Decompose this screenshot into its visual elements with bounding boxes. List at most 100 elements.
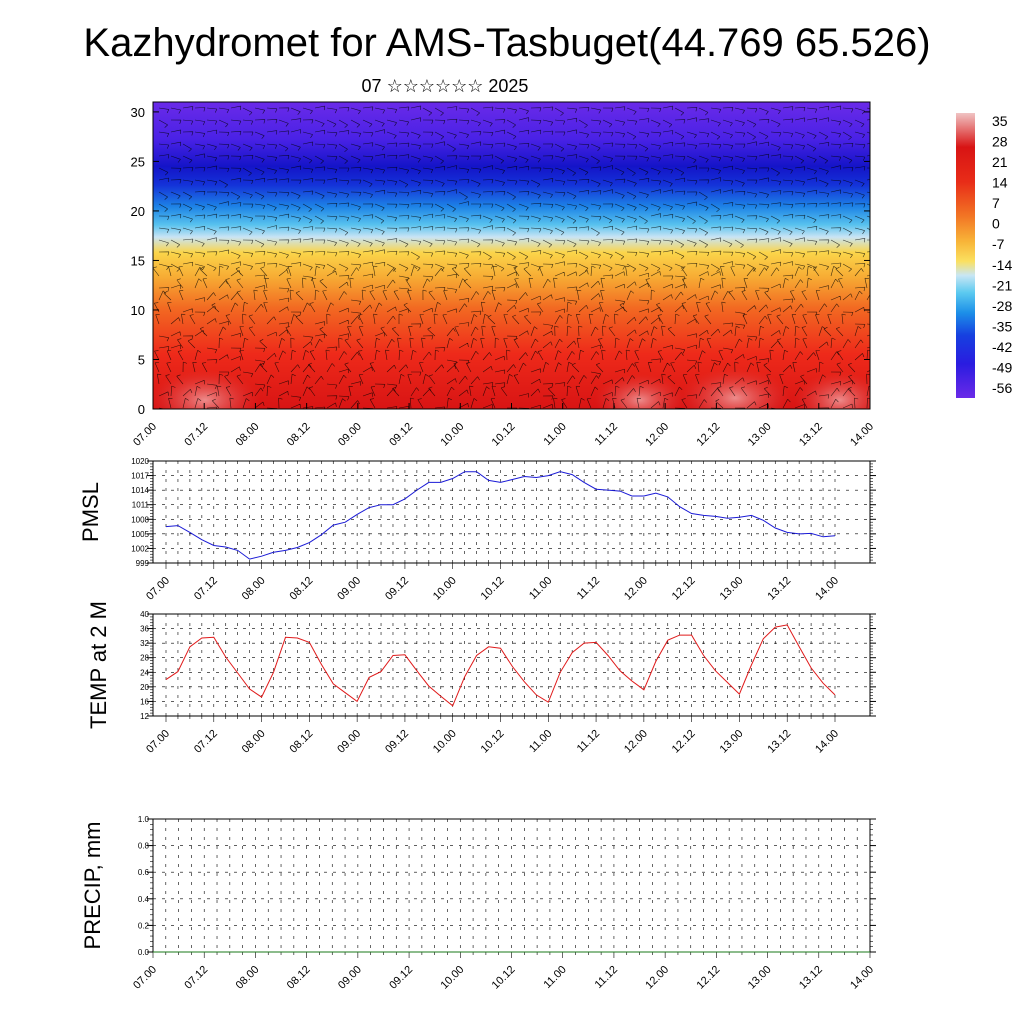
x-tick-label: 08.12 xyxy=(288,728,316,756)
heatmap-y-tick-label: 20 xyxy=(131,204,145,219)
colorbar-label: 14 xyxy=(992,175,1008,191)
heatmap-x-axis: 07.00 07.12 08.00 08.12 09.00 09.12 10.00 10.12… xyxy=(131,403,876,449)
colorbar: 35 28 21 14 7 0 -7 -14 -21 -28 -35 -42 -49 -56 xyxy=(956,113,1012,398)
wind-barbs xyxy=(153,105,870,409)
wind-barb-field xyxy=(153,105,870,409)
x-tick-label: 14.00 xyxy=(813,728,841,756)
x-tick-label: 07.00 xyxy=(131,964,159,992)
x-tick-label: 13.12 xyxy=(765,728,793,756)
heatmap-x-tick-label: 08.12 xyxy=(285,421,313,449)
x-tick-label: 13.00 xyxy=(746,964,774,992)
x-tick-label: 13.00 xyxy=(718,575,746,603)
x-tick-label: 08.00 xyxy=(240,728,268,756)
x-tick-label: 07.00 xyxy=(144,728,172,756)
y-tick-label: 1014 xyxy=(131,486,149,495)
plot-frame xyxy=(152,460,871,564)
heatmap-x-tick-label: 11.00 xyxy=(541,421,568,448)
x-tick-label: 13.12 xyxy=(765,575,793,603)
y-axis-title: PMSL xyxy=(78,482,103,542)
x-tick-label: 10.00 xyxy=(431,728,459,756)
x-tick-label: 14.00 xyxy=(813,575,841,603)
x-tick-label: 07.00 xyxy=(144,575,172,603)
colorbar-label: -49 xyxy=(992,359,1012,375)
y-tick-label: 12 xyxy=(140,712,149,721)
x-tick-label: 08.00 xyxy=(240,575,268,603)
x-tick-label: 11.12 xyxy=(575,728,602,755)
x-tick-label: 09.12 xyxy=(383,728,411,756)
x-tick-label: 12.00 xyxy=(622,728,650,756)
x-tick-label: 11.00 xyxy=(541,964,568,991)
x-tick-label: 09.00 xyxy=(335,728,363,756)
heatmap-x-tick-label: 07.12 xyxy=(182,421,210,449)
heatmap-x-tick-label: 14.00 xyxy=(848,421,876,449)
y-tick-label: 28 xyxy=(140,654,149,663)
y-tick-label: 0.6 xyxy=(138,868,150,877)
heatmap-y-tick-label: 0 xyxy=(138,402,145,417)
x-tick-label: 12.12 xyxy=(670,575,698,603)
x-tick-label: 10.12 xyxy=(490,964,518,992)
colorbar-ramp xyxy=(956,113,975,398)
heatmap-x-tick-label: 13.00 xyxy=(746,421,774,449)
heatmap-x-tick-label: 09.12 xyxy=(387,421,415,449)
x-tick-label: 10.00 xyxy=(438,964,466,992)
y-tick-label: 40 xyxy=(140,610,149,619)
y-axis-title: TEMP at 2 M xyxy=(86,601,111,729)
figure-subtitle: 07 ☆☆☆☆☆☆ 2025 xyxy=(362,76,529,96)
heatmap-x-tick-label: 07.00 xyxy=(131,421,159,449)
y-tick-label: 0.2 xyxy=(138,921,150,930)
x-tick-label: 11.12 xyxy=(575,575,602,602)
figure-title: Kazhydromet for AMS-Tasbuget(44.769 65.5… xyxy=(83,21,930,65)
colorbar-label: 21 xyxy=(992,154,1008,170)
x-tick-label: 11.12 xyxy=(593,964,620,991)
colorbar-label: -56 xyxy=(992,380,1012,396)
x-tick-label: 09.00 xyxy=(336,964,364,992)
heatmap-y-tick-label: 15 xyxy=(131,253,145,268)
heatmap-x-tick-label: 10.00 xyxy=(438,421,466,449)
y-tick-label: 36 xyxy=(140,625,149,634)
heatmap-x-tick-label: 09.00 xyxy=(336,421,364,449)
y-tick-label: 1.0 xyxy=(138,815,150,824)
x-tick-label: 09.12 xyxy=(387,964,415,992)
y-tick-label: 1020 xyxy=(131,457,149,466)
y-tick-label: 1002 xyxy=(131,544,149,553)
temperature-field xyxy=(153,102,870,409)
y-tick-label: 999 xyxy=(136,559,150,568)
heatmap-y-tick-label: 5 xyxy=(138,352,145,367)
x-tick-label: 10.12 xyxy=(479,728,507,756)
x-tick-label: 10.12 xyxy=(479,575,507,603)
colorbar-label: -28 xyxy=(992,298,1012,314)
x-tick-label: 13.12 xyxy=(797,964,825,992)
y-tick-label: 1005 xyxy=(131,530,149,539)
x-tick-label: 08.12 xyxy=(285,964,313,992)
x-tick-label: 10.00 xyxy=(431,575,459,603)
warm-spot xyxy=(680,368,790,409)
heatmap-y-tick-label: 10 xyxy=(131,303,145,318)
colorbar-labels: 35 28 21 14 7 0 -7 -14 -21 -28 -35 -42 -49 -56 xyxy=(992,113,1012,396)
x-tick-label: 08.12 xyxy=(288,575,316,603)
x-tick-label: 12.00 xyxy=(622,575,650,603)
x-tick-label: 14.00 xyxy=(848,964,876,992)
heatmap-y-tick-label: 30 xyxy=(131,105,145,120)
warm-spot xyxy=(595,374,685,409)
y-axis-title: PRECIP, mm xyxy=(80,822,105,950)
x-tick-label: 12.12 xyxy=(670,728,698,756)
x-tick-label: 07.12 xyxy=(182,964,210,992)
x-tick-label: 08.00 xyxy=(234,964,262,992)
x-tick-label: 12.00 xyxy=(643,964,671,992)
precip-panel: 0.0 0.2 0.4 0.6 0.8 1.0 07.00 07.12 08.00 08.12 09… xyxy=(80,815,876,992)
x-tick-label: 11.00 xyxy=(527,728,554,755)
x-tick-label: 09.12 xyxy=(383,575,411,603)
plot-frame xyxy=(152,613,871,717)
y-tick-label: 0.8 xyxy=(138,842,150,851)
y-tick-label: 24 xyxy=(140,668,149,677)
temp-panel: 12 16 20 24 28 32 36 40 07.00 07.12 08.00 08.12 09.0… xyxy=(86,601,876,756)
warm-spot xyxy=(153,370,260,409)
heatmap-x-tick-label: 12.00 xyxy=(643,421,671,449)
y-tick-label: 1017 xyxy=(131,472,149,481)
y-tick-label: 32 xyxy=(140,639,149,648)
y-tick-label: 0.0 xyxy=(138,948,150,957)
colorbar-label: 0 xyxy=(992,216,1000,232)
pmsl-panel: 999 1002 1005 1008 1011 1014 1017 1020 07.00 07.1… xyxy=(78,457,876,603)
x-tick-label: 09.00 xyxy=(335,575,363,603)
